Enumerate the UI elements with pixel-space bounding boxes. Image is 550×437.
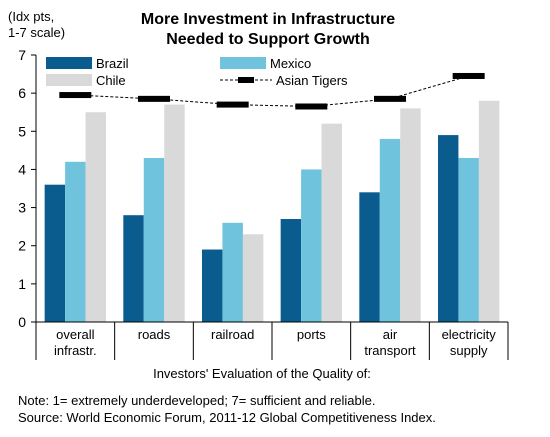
bar-mexico-1 bbox=[143, 157, 165, 322]
x-axis-label: Investors' Evaluation of the Quality of: bbox=[153, 366, 371, 381]
note-text: Note: 1= extremely underdeveloped; 7= su… bbox=[18, 393, 376, 408]
bar-mexico-4 bbox=[379, 138, 401, 322]
bar-mexico-0 bbox=[65, 161, 86, 322]
source-text: Source: World Economic Forum, 2011-12 Gl… bbox=[18, 410, 436, 425]
x-tick-label-3: ports bbox=[297, 327, 326, 342]
legend-swatch-asian-tigers-marker bbox=[238, 77, 254, 83]
bar-chile-5 bbox=[478, 100, 500, 323]
legend-label-brazil: Brazil bbox=[96, 56, 129, 71]
legend-swatch-chile bbox=[46, 74, 92, 86]
legend-label-asian-tigers: Asian Tigers bbox=[276, 73, 348, 88]
bar-brazil-2 bbox=[201, 249, 223, 322]
x-tick-label-1: roads bbox=[138, 327, 171, 342]
bar-chile-3 bbox=[321, 123, 343, 322]
marker-asian-tigers-5 bbox=[452, 72, 485, 79]
y-tick-label-0: 0 bbox=[18, 314, 26, 330]
bar-brazil-5 bbox=[437, 135, 459, 322]
bar-chile-1 bbox=[164, 104, 185, 322]
marker-asian-tigers-3 bbox=[295, 103, 328, 110]
legend-label-chile: Chile bbox=[96, 73, 126, 88]
bar-chile-2 bbox=[242, 234, 264, 322]
x-tick-label-0: overall infrastr. bbox=[54, 327, 97, 358]
y-tick-label-6: 6 bbox=[18, 85, 26, 101]
bar-brazil-4 bbox=[359, 192, 380, 322]
x-tick-label-5: electricity supply bbox=[442, 327, 497, 358]
marker-asian-tigers-1 bbox=[138, 95, 170, 102]
marker-asian-tigers-2 bbox=[216, 101, 249, 108]
legend-swatch-brazil bbox=[46, 57, 92, 69]
legend-label-mexico: Mexico bbox=[270, 56, 311, 71]
x-tick-label-2: railroad bbox=[211, 327, 254, 342]
y-tick-label-4: 4 bbox=[18, 161, 26, 177]
bar-brazil-3 bbox=[280, 219, 302, 322]
chart-title: More Investment in Infrastructure Needed … bbox=[141, 11, 395, 48]
series-line-asian-tigers bbox=[75, 75, 469, 107]
marker-asian-tigers-4 bbox=[374, 95, 406, 102]
x-tick-label-4: air transport bbox=[364, 327, 416, 358]
y-tick-label-5: 5 bbox=[18, 123, 26, 139]
marker-asian-tigers-0 bbox=[59, 92, 92, 99]
bar-mexico-3 bbox=[301, 169, 322, 322]
bar-chile-0 bbox=[85, 112, 107, 323]
bar-brazil-0 bbox=[44, 184, 66, 322]
y-tick-label-2: 2 bbox=[18, 238, 26, 254]
y-tick-label-1: 1 bbox=[18, 276, 26, 292]
y-tick-label-7: 7 bbox=[18, 47, 26, 63]
y-tick-label-3: 3 bbox=[18, 200, 26, 216]
y-unit-label: (Idx pts, 1-7 scale) bbox=[8, 9, 65, 40]
bar-chile-4 bbox=[400, 108, 421, 323]
legend-swatch-mexico bbox=[220, 57, 266, 69]
bar-brazil-1 bbox=[123, 215, 144, 322]
bar-mexico-5 bbox=[458, 157, 479, 322]
bar-mexico-2 bbox=[222, 222, 243, 322]
